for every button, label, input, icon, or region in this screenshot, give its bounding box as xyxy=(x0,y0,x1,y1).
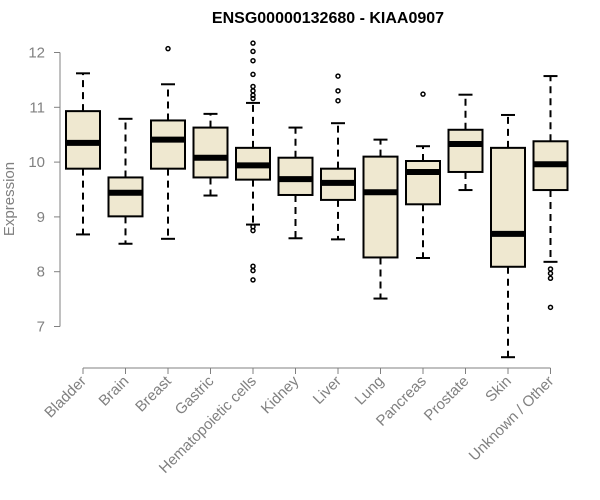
box-group xyxy=(192,112,229,197)
outlier-point xyxy=(250,263,256,269)
box-group xyxy=(277,126,314,240)
box-group xyxy=(150,45,186,240)
outlier-point xyxy=(335,73,341,79)
outlier-point xyxy=(250,71,256,78)
box xyxy=(490,146,526,268)
box xyxy=(107,176,144,218)
box-group xyxy=(405,91,441,259)
chart-title: ENSG00000132680 - KIAA0907 xyxy=(212,10,444,27)
x-tick-label: Skin xyxy=(482,373,515,406)
outlier-point xyxy=(250,277,256,283)
box-group xyxy=(362,138,399,300)
outlier-point xyxy=(335,88,341,94)
outlier-point xyxy=(250,48,256,55)
box xyxy=(150,119,186,170)
box-group xyxy=(65,72,101,236)
box xyxy=(362,155,399,259)
outlier-point xyxy=(250,40,256,46)
outlier-point xyxy=(250,83,256,90)
x-tick-label: Breast xyxy=(132,372,175,415)
x-tick-label: Lung xyxy=(352,373,388,409)
y-tick-label: 10 xyxy=(28,154,45,171)
outlier-point xyxy=(165,45,171,52)
outlier-point xyxy=(547,266,554,272)
x-tick-label: Bladder xyxy=(41,373,90,422)
outlier-point xyxy=(547,270,554,277)
y-tick-label: 7 xyxy=(37,319,45,336)
plot-area xyxy=(65,40,569,359)
box-group xyxy=(235,40,271,283)
y-tick-label: 9 xyxy=(37,209,45,226)
box-group xyxy=(490,113,526,359)
box-group xyxy=(532,75,569,311)
outlier-point xyxy=(420,91,426,97)
x-tick-label: Kidney xyxy=(258,372,303,417)
y-tick-label: 12 xyxy=(28,45,45,62)
outlier-point xyxy=(547,275,554,282)
box xyxy=(65,110,101,170)
y-tick-label: 8 xyxy=(37,264,45,281)
x-tick-label: Brain xyxy=(96,373,133,410)
box xyxy=(447,128,484,173)
outlier-point xyxy=(250,57,256,64)
y-tick-label: 11 xyxy=(29,99,45,116)
y-axis: 7 8 9 10 11 12 xyxy=(28,45,61,336)
outlier-point xyxy=(250,88,256,94)
outlier-point xyxy=(335,97,341,104)
box xyxy=(405,160,441,206)
outlier-point xyxy=(547,304,554,311)
box-group xyxy=(320,73,356,241)
box-group xyxy=(447,93,484,192)
outlier-point xyxy=(250,227,256,234)
y-axis-label: Expression xyxy=(1,162,18,236)
x-tick-label: Liver xyxy=(310,373,345,408)
box xyxy=(192,126,229,179)
outlier-point xyxy=(250,267,256,274)
outlier-point xyxy=(250,95,256,102)
box-group xyxy=(107,117,144,245)
x-tick-label: Prostate xyxy=(421,373,473,425)
